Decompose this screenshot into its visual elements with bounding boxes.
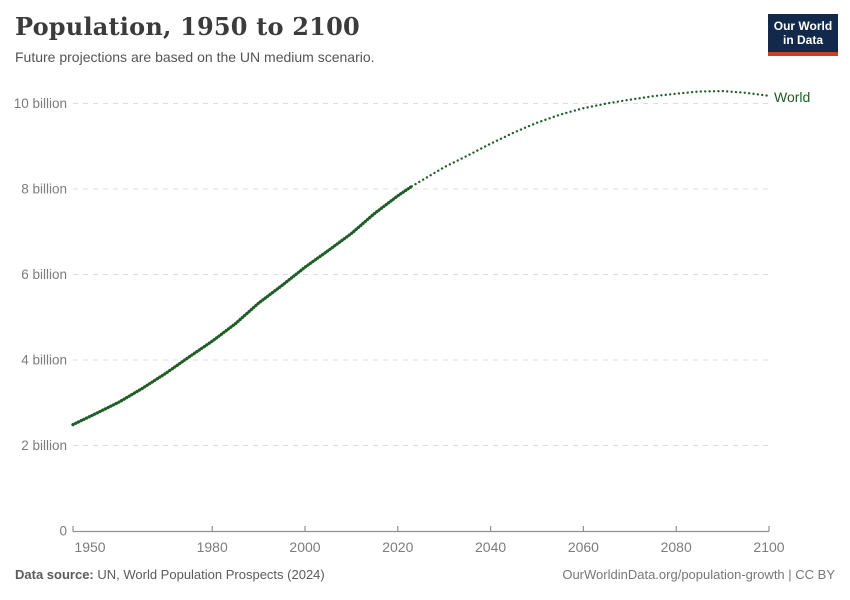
series-label-world[interactable]: World bbox=[774, 89, 811, 105]
data-source-label: Data source: bbox=[15, 567, 94, 582]
owid-logo-line2: in Data bbox=[782, 33, 823, 47]
y-tick-label-6: 6 billion bbox=[21, 267, 67, 282]
world-line-historical[interactable] bbox=[71, 184, 414, 427]
world-line-projection[interactable] bbox=[410, 89, 771, 188]
chart-subtitle: Future projections are based on the UN m… bbox=[15, 49, 375, 65]
chart-footer: Data source: UN, World Population Prospe… bbox=[15, 567, 835, 582]
world-line-historical-core[interactable] bbox=[72, 185, 413, 426]
x-tick-label-2020: 2020 bbox=[382, 539, 413, 555]
y-tick-label-8: 8 billion bbox=[21, 182, 67, 197]
x-tick-label-2100: 2100 bbox=[753, 539, 784, 555]
data-source-note: Data source: UN, World Population Prospe… bbox=[15, 567, 325, 582]
y-tick-label-0: 0 bbox=[59, 524, 67, 539]
y-tick-label-4: 4 billion bbox=[21, 353, 67, 368]
y-tick-label-10: 10 billion bbox=[14, 96, 67, 111]
owid-logo[interactable]: Our World in Data bbox=[768, 14, 838, 56]
chart-title: Population, 1950 to 2100 bbox=[15, 12, 360, 41]
x-tick-label-2000: 2000 bbox=[289, 539, 320, 555]
x-tick-label-1980: 1980 bbox=[197, 539, 228, 555]
data-source-value: UN, World Population Prospects (2024) bbox=[93, 567, 325, 582]
x-tick-label-2040: 2040 bbox=[475, 539, 506, 555]
attribution-link[interactable]: OurWorldinData.org/population-growth | C… bbox=[562, 567, 835, 582]
y-tick-label-2: 2 billion bbox=[21, 438, 67, 453]
x-tick-label-1950: 1950 bbox=[74, 539, 105, 555]
owid-logo-line1: Our World bbox=[773, 19, 833, 33]
x-tick-label-2060: 2060 bbox=[568, 539, 599, 555]
x-tick-label-2080: 2080 bbox=[661, 539, 692, 555]
chart-header: Population, 1950 to 2100 Future projecti… bbox=[15, 12, 375, 65]
